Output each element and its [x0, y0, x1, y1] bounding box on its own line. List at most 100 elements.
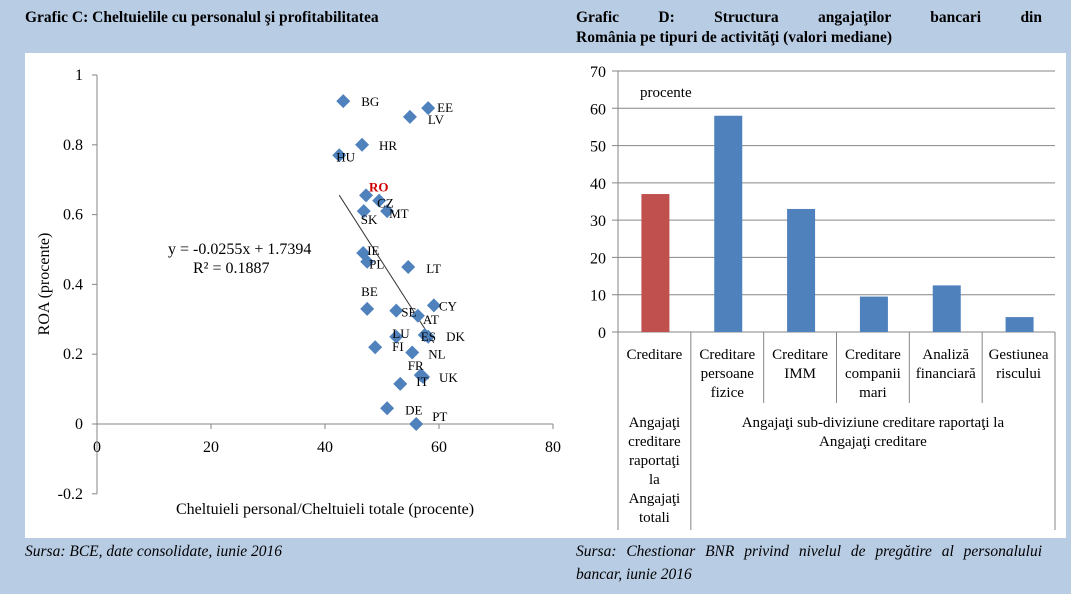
- bar-0: [641, 194, 670, 332]
- category-label: Gestiunea: [989, 347, 1049, 363]
- point-label-cy: CY: [439, 298, 458, 313]
- data-point-fi: [368, 340, 383, 355]
- data-point-pt: [409, 417, 424, 431]
- chart-d-source: Sursa: Chestionar BNR privind nivelul de…: [576, 543, 1042, 583]
- data-point-ro: [359, 188, 374, 203]
- data-point-hr: [355, 137, 370, 152]
- category-label: IMM: [784, 366, 816, 382]
- point-label-ro: RO: [369, 179, 389, 194]
- data-point-lu: [389, 329, 404, 344]
- point-label-lu: LU: [392, 326, 410, 341]
- y-tick-label: -0.2: [58, 486, 83, 503]
- trendline-r-squared: R² = 0.1887: [193, 260, 270, 277]
- data-point-pl: [360, 254, 375, 269]
- bar-4: [932, 285, 961, 332]
- y-tick-label: 30: [590, 213, 606, 230]
- bar-3: [859, 296, 888, 332]
- point-label-hu: HU: [336, 149, 355, 164]
- point-label-sk: SK: [361, 212, 378, 227]
- point-label-pl: PL: [369, 257, 384, 272]
- category-label: fizice: [711, 385, 745, 401]
- point-label-pt: PT: [432, 409, 447, 424]
- point-label-nl: NL: [428, 346, 445, 361]
- bar-2: [787, 208, 816, 332]
- data-point-se: [389, 303, 404, 318]
- bar-1: [714, 115, 743, 332]
- y-axis-title: ROA (procente): [36, 233, 53, 336]
- category-label: financiară: [916, 366, 976, 382]
- data-point-be: [360, 301, 375, 316]
- category-label: Analiză: [922, 347, 969, 363]
- group-label-1: Angajaţi creditare: [819, 434, 927, 450]
- data-point-at: [410, 308, 425, 323]
- point-label-lt: LT: [426, 261, 441, 276]
- group-label-0: creditare: [628, 434, 681, 450]
- y-tick-label: 50: [590, 139, 606, 156]
- point-label-se: SE: [401, 305, 416, 320]
- trendline-equation: y = -0.0255x + 1.7394: [168, 241, 311, 258]
- category-label: riscului: [996, 366, 1041, 382]
- y-tick-label: 0.2: [63, 346, 83, 363]
- x-tick-label: 40: [317, 439, 333, 456]
- data-point-hu: [332, 148, 347, 163]
- x-tick-label: 80: [545, 439, 561, 456]
- data-point-it: [393, 376, 408, 391]
- data-point-uk: [416, 369, 431, 384]
- point-label-de: DE: [405, 402, 422, 417]
- data-point-sk: [356, 204, 371, 219]
- unit-label: procente: [640, 85, 692, 101]
- point-label-cz: CZ: [377, 196, 394, 211]
- y-tick-label: 70: [590, 64, 606, 81]
- group-label-1: Angajaţi sub-diviziune creditare raporta…: [742, 415, 1005, 431]
- group-label-0: Angajaţi: [629, 415, 681, 431]
- data-point-ee: [421, 101, 436, 116]
- y-tick-label: 0.8: [63, 137, 83, 154]
- point-label-be: BE: [361, 284, 378, 299]
- x-tick-label: 60: [431, 439, 447, 456]
- chart-d-title: Grafic D: Structura angajaţilor bancari …: [576, 8, 1042, 48]
- chart-d-title-line1: Grafic D: Structura angajaţilor bancari …: [576, 9, 1042, 26]
- category-label: mari: [859, 385, 887, 401]
- data-point-nl: [405, 345, 420, 360]
- data-point-lv: [402, 109, 417, 124]
- data-point-cz: [372, 193, 387, 208]
- group-label-0: la: [649, 472, 660, 488]
- data-point-cy: [426, 298, 441, 313]
- y-tick-label: 60: [590, 101, 606, 118]
- x-axis-title: Cheltuieli personal/Cheltuieli totale (p…: [176, 501, 474, 518]
- point-label-es: ES: [421, 329, 436, 344]
- group-label-0: totali: [639, 510, 670, 526]
- category-label: Creditare: [627, 347, 683, 363]
- point-label-bg: BG: [361, 94, 379, 109]
- data-point-mt: [380, 204, 395, 219]
- data-point-lt: [401, 259, 416, 274]
- bar-5: [1005, 317, 1034, 332]
- x-tick-label: 0: [93, 439, 101, 456]
- category-label: persoane: [701, 366, 755, 382]
- y-tick-label: 1: [75, 67, 83, 84]
- y-tick-label: 0: [598, 325, 606, 342]
- point-label-uk: UK: [439, 370, 458, 385]
- y-tick-label: 0.4: [63, 276, 83, 293]
- chart-d-title-line2: România pe tipuri de activităţi (valori …: [576, 29, 892, 46]
- category-label: Creditare: [772, 347, 828, 363]
- chart-c-panel: [25, 53, 560, 538]
- chart-c-title: Grafic C: Cheltuielile cu personalul şi …: [25, 9, 379, 26]
- category-label: Creditare: [845, 347, 901, 363]
- group-label-0: raportaţi: [629, 453, 680, 469]
- y-tick-label: 20: [590, 250, 606, 267]
- data-point-bg: [336, 94, 351, 109]
- y-tick-label: 0: [75, 416, 83, 433]
- point-label-at: AT: [423, 312, 439, 327]
- point-label-fi: FI: [392, 339, 404, 354]
- y-tick-label: 0.6: [63, 207, 83, 224]
- group-label-0: Angajaţi: [629, 491, 681, 507]
- point-label-fr: FR: [408, 358, 424, 373]
- point-label-dk: DK: [446, 329, 465, 344]
- point-label-it: IT: [416, 374, 428, 389]
- category-label: Creditare: [699, 347, 755, 363]
- data-point-de: [380, 401, 395, 416]
- point-label-mt: MT: [389, 206, 409, 221]
